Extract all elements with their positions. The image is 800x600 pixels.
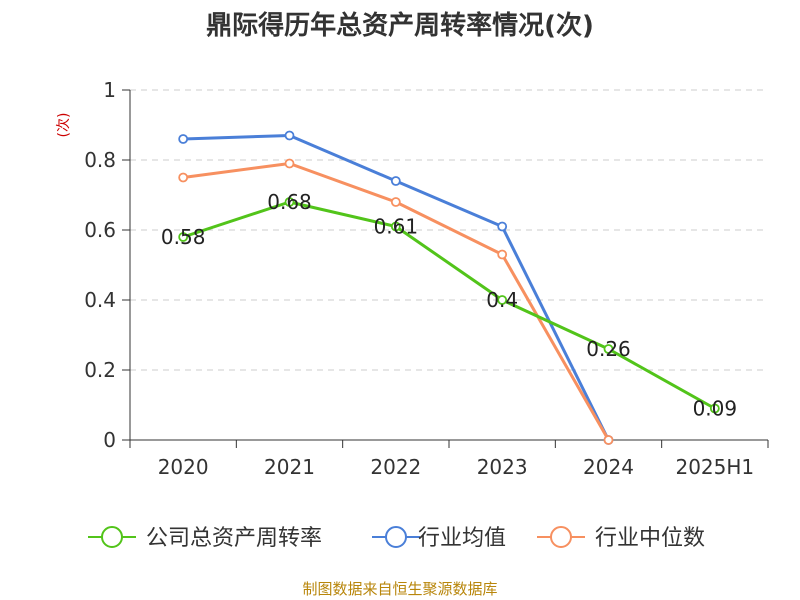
data-labels: 0.58 0.68 0.61 0.4 0.26 0.09 bbox=[161, 190, 737, 421]
gridlines bbox=[130, 89, 768, 371]
y-tick-label: 0.6 bbox=[84, 218, 116, 242]
data-label: 0.58 bbox=[161, 225, 206, 249]
data-label: 0.26 bbox=[586, 337, 631, 361]
series-1 bbox=[178, 130, 614, 445]
data-point bbox=[178, 172, 189, 183]
series-0 bbox=[178, 197, 720, 414]
data-point bbox=[284, 197, 295, 207]
x-tick-label: 2021 bbox=[264, 455, 315, 479]
data-point bbox=[497, 249, 508, 260]
legend-marker bbox=[101, 526, 123, 548]
data-point bbox=[497, 295, 508, 305]
y-tick-label: 1 bbox=[103, 78, 116, 102]
legend-item[interactable]: 公司总资产周转率 bbox=[88, 526, 322, 551]
data-point bbox=[497, 221, 508, 232]
data-point bbox=[603, 344, 614, 354]
legend[interactable]: 公司总资产周转率 行业均值 行业中位数 bbox=[88, 526, 705, 551]
data-point bbox=[603, 435, 614, 445]
y-tick-label: 0.4 bbox=[84, 288, 116, 312]
x-tick-label: 2025H1 bbox=[675, 455, 754, 479]
legend-marker bbox=[550, 526, 572, 548]
tick-labels: 0 0.2 0.4 0.6 0.8 1 2020 2021 2022 2023 2024 2025H1 bbox=[84, 78, 754, 479]
y-tick-label: 0.8 bbox=[84, 148, 116, 172]
legend-item[interactable]: 行业中位数 bbox=[537, 526, 705, 551]
data-point bbox=[284, 158, 295, 169]
data-label: 0.09 bbox=[693, 397, 738, 421]
data-point bbox=[390, 221, 401, 232]
data-label: 0.68 bbox=[267, 190, 312, 214]
legend-item[interactable]: 行业均值 bbox=[372, 526, 506, 551]
legend-marker bbox=[385, 526, 407, 548]
x-tick-label: 2024 bbox=[583, 455, 634, 479]
series-2 bbox=[178, 158, 614, 445]
axes bbox=[122, 89, 769, 448]
legend-label: 行业均值 bbox=[418, 526, 506, 551]
chart-title: 鼎际得历年总资产周转率情况(次) bbox=[206, 10, 594, 41]
data-point bbox=[178, 134, 189, 144]
y-tick-label: 0.2 bbox=[84, 358, 116, 382]
x-tick-label: 2022 bbox=[370, 455, 421, 479]
x-tick-label: 2020 bbox=[158, 455, 209, 479]
data-point bbox=[284, 130, 295, 141]
data-point bbox=[390, 197, 401, 207]
data-point bbox=[709, 403, 720, 414]
data-point bbox=[390, 176, 401, 186]
data-point bbox=[178, 232, 189, 242]
legend-label: 公司总资产周转率 bbox=[146, 526, 322, 551]
data-label: 0.61 bbox=[374, 215, 419, 239]
series-lines bbox=[178, 130, 720, 445]
y-axis-unit-label: (次) bbox=[56, 113, 72, 138]
y-tick-label: 0 bbox=[103, 428, 116, 452]
data-label: 0.4 bbox=[486, 288, 518, 312]
source-note: 制图数据来自恒生聚源数据库 bbox=[302, 580, 497, 598]
series-line bbox=[182, 200, 716, 410]
legend-label: 行业中位数 bbox=[595, 526, 705, 551]
x-tick-label: 2023 bbox=[477, 455, 528, 479]
